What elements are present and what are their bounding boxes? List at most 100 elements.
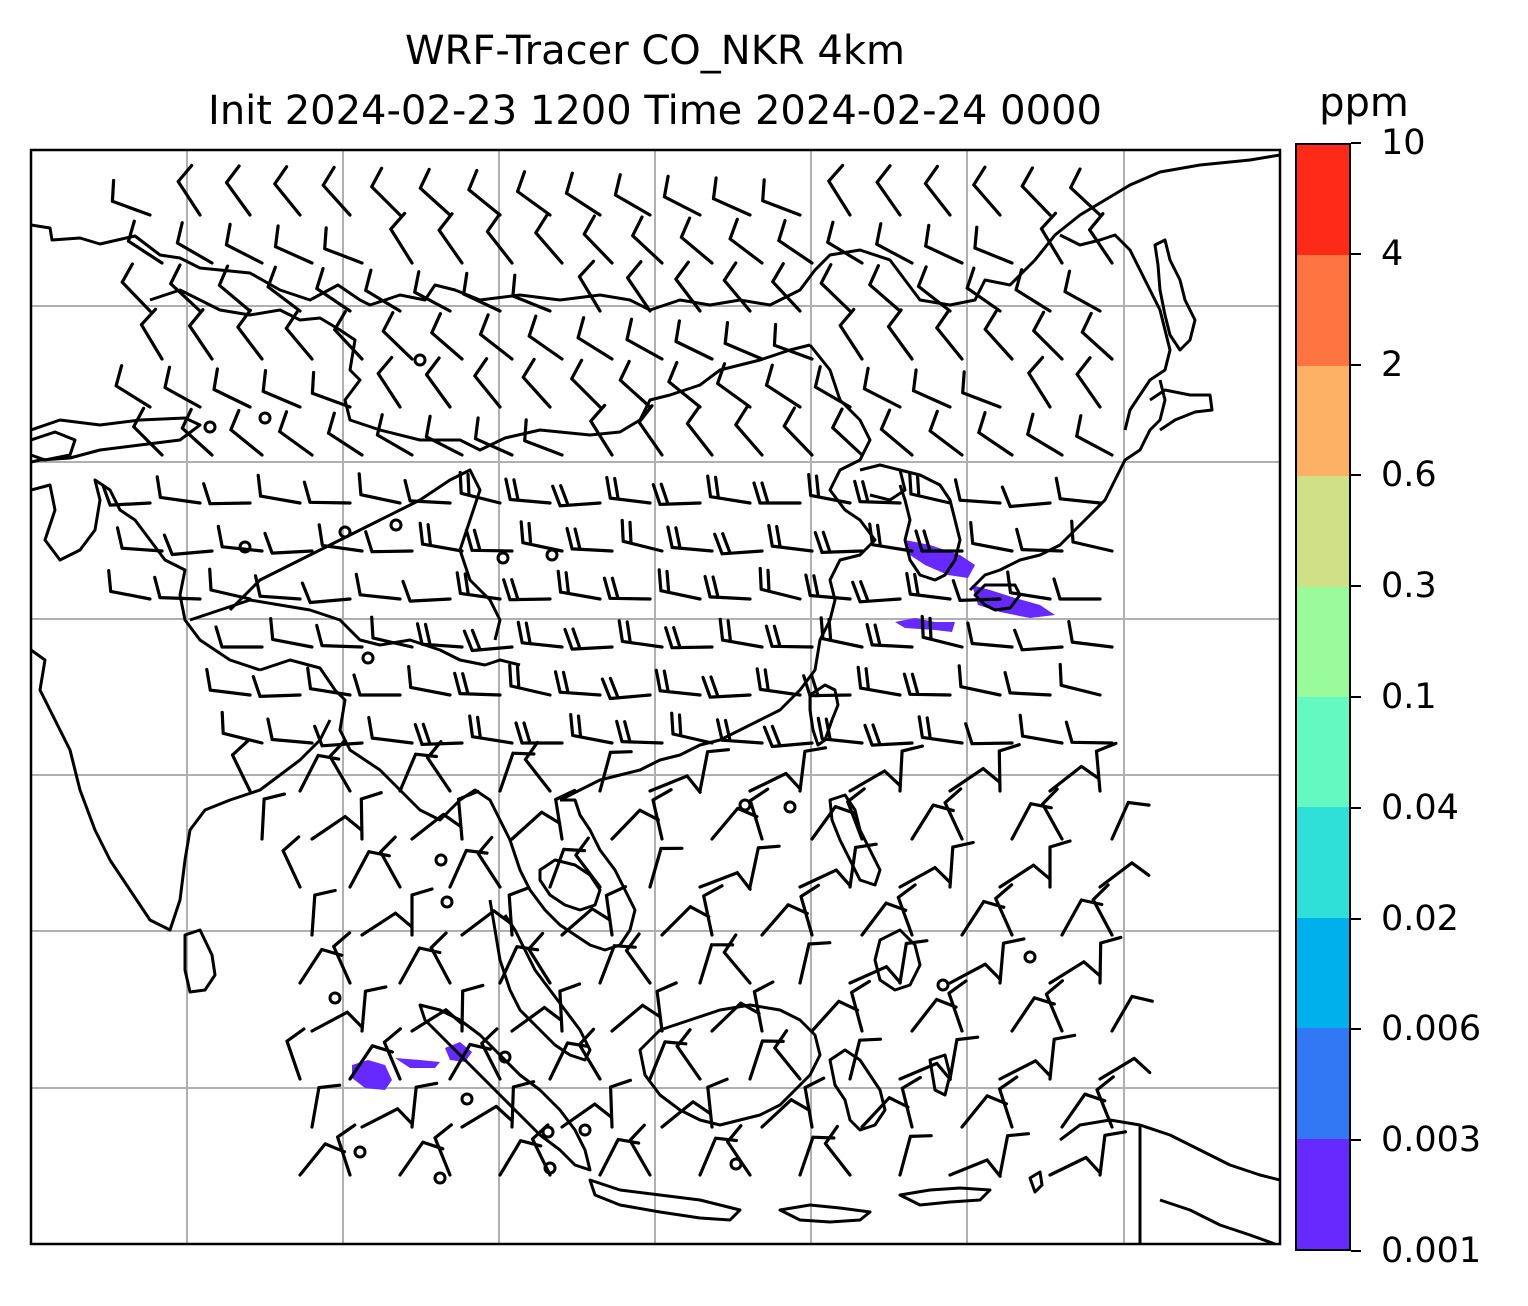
wind-barb bbox=[260, 792, 286, 841]
wind-barb bbox=[507, 886, 531, 937]
wind-barb bbox=[570, 358, 602, 409]
wind-barb bbox=[875, 222, 914, 265]
wind-barb bbox=[364, 530, 414, 554]
wind-barb bbox=[1032, 310, 1064, 361]
coast-sumatra bbox=[418, 1003, 592, 1172]
wind-barb bbox=[863, 723, 914, 747]
wind-barb bbox=[403, 479, 452, 505]
coast-siberia-north bbox=[31, 153, 1280, 312]
wind-barb bbox=[163, 365, 202, 409]
wind-barb bbox=[1018, 713, 1064, 745]
wind-barb bbox=[813, 365, 852, 409]
wind-barb bbox=[773, 1029, 802, 1081]
wind-barb bbox=[1098, 861, 1151, 889]
calm-marker bbox=[258, 411, 272, 425]
wind-barb bbox=[767, 523, 814, 553]
colorbar-tick-mark bbox=[1351, 363, 1361, 366]
wind-barb bbox=[943, 787, 964, 841]
wind-barb bbox=[862, 366, 902, 409]
wind-barb bbox=[333, 310, 364, 361]
wind-barb bbox=[284, 309, 314, 361]
wind-barbs bbox=[101, 163, 1154, 1178]
colorbar-tick-label: 0.6 bbox=[1381, 455, 1437, 496]
chart-title-line1: WRF-Tracer CO_NKR 4km bbox=[404, 28, 906, 74]
wind-barb bbox=[162, 533, 214, 557]
wind-barb bbox=[418, 167, 452, 217]
wind-barb bbox=[1098, 935, 1123, 985]
wind-barb bbox=[516, 620, 564, 649]
wind-barb bbox=[577, 1027, 602, 1081]
chart-title-line2: Init 2024-02-23 1200 Time 2024-02-24 000… bbox=[208, 88, 1102, 134]
wind-barb bbox=[598, 750, 633, 793]
wind-barb bbox=[965, 266, 1002, 313]
wind-barb bbox=[900, 1075, 922, 1129]
wind-barb bbox=[628, 1123, 652, 1177]
wind-barb bbox=[898, 1134, 933, 1177]
wind-barb bbox=[674, 319, 714, 361]
wind-barb bbox=[155, 475, 202, 505]
wind-barb bbox=[139, 307, 164, 361]
wind-barb bbox=[285, 1027, 306, 1081]
coast-new-guinea-south bbox=[1159, 1198, 1276, 1244]
wind-barb bbox=[1026, 412, 1064, 457]
wind-barb bbox=[813, 530, 864, 554]
wind-barb bbox=[107, 569, 152, 601]
wind-barb bbox=[920, 614, 964, 649]
coast-india-peninsula bbox=[31, 648, 332, 932]
wind-barb bbox=[760, 1098, 811, 1129]
wind-barb bbox=[1048, 1033, 1077, 1081]
wind-barb bbox=[310, 888, 337, 937]
wind-barb bbox=[865, 623, 914, 649]
wind-barb bbox=[574, 836, 602, 889]
wind-barb bbox=[424, 356, 452, 409]
coast-kazakh bbox=[31, 416, 202, 464]
wind-barb bbox=[831, 407, 864, 457]
wind-barb bbox=[273, 165, 302, 217]
wind-barb bbox=[480, 1027, 502, 1081]
calm-marker bbox=[238, 540, 252, 554]
wind-barb bbox=[332, 931, 352, 985]
wind-barb bbox=[969, 521, 1014, 553]
wind-barb bbox=[266, 717, 314, 745]
calm-marker bbox=[545, 548, 559, 562]
wind-barb bbox=[370, 166, 402, 217]
coast-moluccas bbox=[928, 1053, 952, 1097]
wind-barb bbox=[278, 410, 314, 457]
wind-barb bbox=[410, 1008, 464, 1033]
wind-barb bbox=[188, 308, 214, 361]
wind-barb bbox=[1010, 802, 1053, 841]
coast-tibet-border bbox=[228, 468, 502, 641]
wind-barb bbox=[807, 473, 852, 505]
colorbar-tick-label: 0.02 bbox=[1381, 898, 1459, 939]
wind-barb bbox=[269, 617, 314, 649]
wind-barb bbox=[626, 260, 652, 313]
wind-barb bbox=[657, 568, 702, 601]
wind-barb bbox=[898, 939, 929, 985]
wind-barb bbox=[819, 616, 864, 649]
wind-barb bbox=[706, 474, 752, 505]
wind-barb bbox=[1048, 764, 1101, 793]
colorbar-segment bbox=[1297, 696, 1349, 808]
calm-marker bbox=[498, 1050, 512, 1064]
wind-barb bbox=[860, 1096, 910, 1129]
wind-barb bbox=[748, 771, 802, 793]
wind-barb bbox=[1060, 898, 1104, 937]
colorbar-segment bbox=[1297, 917, 1349, 1029]
wind-barb bbox=[273, 224, 314, 265]
calm-marker bbox=[353, 1145, 367, 1159]
wind-barb bbox=[948, 962, 1002, 985]
calm-marker bbox=[433, 1171, 447, 1185]
wind-barb bbox=[328, 739, 352, 793]
wind-barb bbox=[323, 226, 364, 265]
wind-barb bbox=[1067, 619, 1114, 649]
colorbar-tick-label: 0.003 bbox=[1381, 1120, 1482, 1161]
wind-barb bbox=[898, 866, 952, 889]
wind-barb bbox=[600, 676, 652, 701]
wind-barb bbox=[534, 213, 564, 265]
coast-japan-hokkaido bbox=[1149, 388, 1214, 432]
wind-barb bbox=[723, 321, 764, 361]
wind-barb bbox=[798, 746, 828, 793]
wind-barb bbox=[413, 722, 464, 746]
wind-barb bbox=[398, 752, 438, 793]
coast-sakhalin bbox=[1153, 238, 1197, 352]
